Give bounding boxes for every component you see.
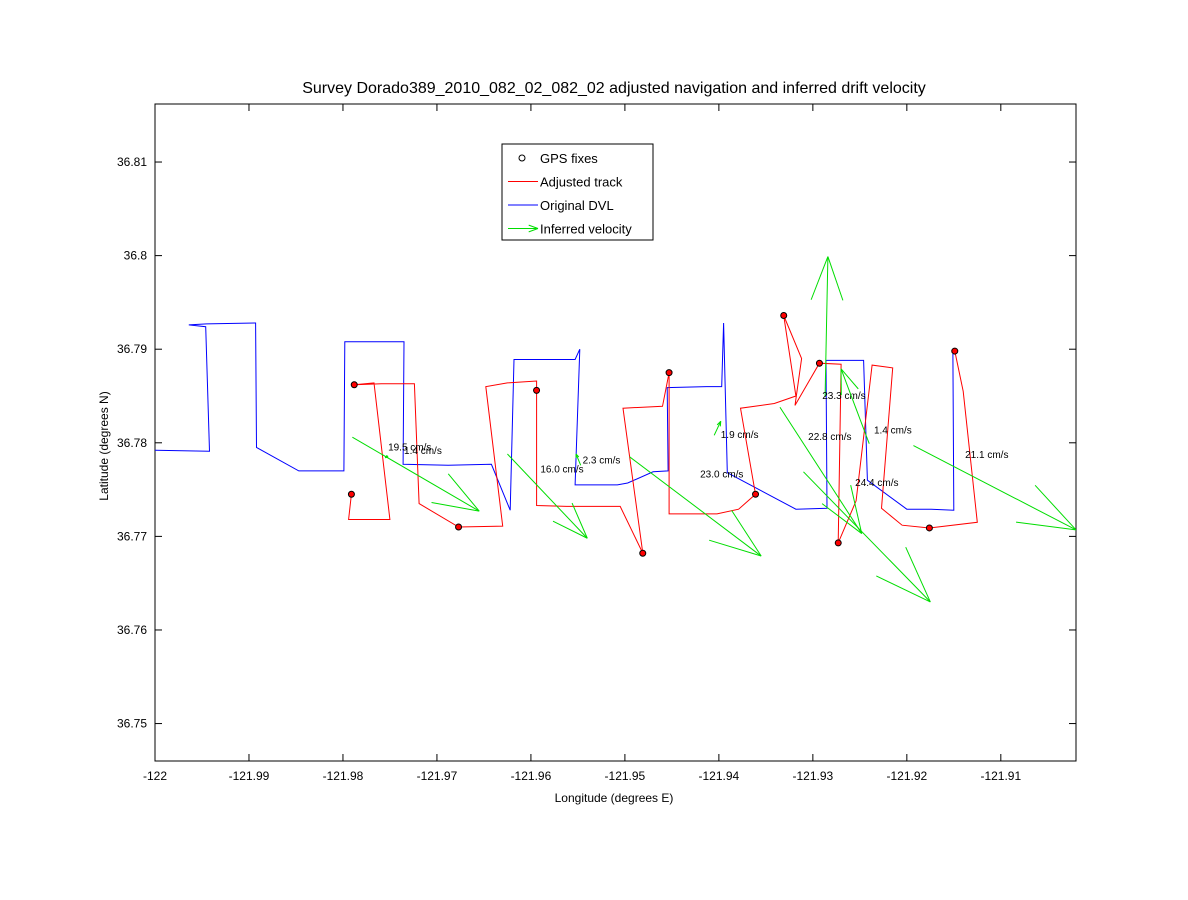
velocity-arrow-head (821, 503, 863, 534)
y-tick-label: 36.81 (117, 155, 147, 169)
velocity-arrow (575, 453, 582, 466)
plot-content: 19.5 cm/s1.4 cm/s16.0 cm/s2.3 cm/s23.0 c… (155, 256, 1076, 603)
velocity-label: 2.3 cm/s (583, 455, 621, 466)
velocity-arrow-head (1034, 484, 1076, 531)
velocity-arrow (352, 436, 480, 512)
gps-fix-marker (951, 347, 959, 355)
gps-fix-marker (350, 381, 358, 389)
velocity-arrow-shaft (779, 406, 863, 534)
x-tick-label: -121.95 (605, 769, 646, 783)
velocity-arrow (507, 453, 588, 539)
x-tick-label: -121.96 (511, 769, 552, 783)
x-tick-label: -121.91 (980, 769, 1021, 783)
legend-label: Adjusted track (540, 175, 623, 190)
gps-fix-marker (925, 524, 933, 532)
legend: GPS fixes Adjusted track Original DVL Infer… (501, 143, 654, 241)
velocity-arrow-shaft (713, 421, 722, 436)
velocity-arrow-head (571, 502, 588, 539)
gps-fix-marker (752, 490, 760, 498)
velocity-arrow-shaft (803, 471, 931, 603)
velocity-arrow-shaft (824, 256, 829, 397)
velocity-arrow-head (528, 224, 539, 229)
y-tick-label: 36.79 (117, 342, 147, 356)
velocity-arrow (803, 471, 931, 603)
x-tick-label: -121.93 (793, 769, 834, 783)
x-tick-label: -121.99 (229, 769, 270, 783)
y-tick-label: 36.75 (117, 717, 147, 731)
velocity-arrow-head (1016, 521, 1076, 531)
y-tick-label: 36.78 (117, 436, 147, 450)
velocity-label: 21.1 cm/s (965, 450, 1008, 461)
gps-fix-marker (639, 549, 647, 557)
y-tick-label: 36.77 (117, 529, 147, 543)
x-tick-label: -121.94 (699, 769, 740, 783)
velocity-arrow (840, 368, 870, 444)
velocity-arrow-head (709, 539, 762, 557)
velocity-arrow-head (528, 228, 539, 233)
velocity-label: 16.0 cm/s (540, 465, 583, 476)
gps-fix-marker (780, 312, 788, 320)
legend-box (501, 143, 654, 241)
y-tick-label: 36.76 (117, 623, 147, 637)
x-tick-label: -122 (143, 769, 167, 783)
y-tick-label: 36.8 (124, 249, 148, 263)
x-tick-label: -121.98 (323, 769, 364, 783)
velocity-arrow-shaft (352, 436, 480, 512)
velocity-arrow-head (840, 368, 859, 390)
velocity-label: 1.4 cm/s (874, 425, 912, 436)
velocity-arrow (810, 256, 844, 397)
gps-fix-marker (665, 369, 673, 377)
velocity-arrow-head (431, 502, 480, 512)
velocity-arrow-shaft (629, 456, 762, 557)
x-tick-label: -121.97 (417, 769, 458, 783)
velocity-label: 19.5 cm/s (388, 442, 431, 453)
velocity-arrow (384, 455, 389, 459)
velocity-arrow (629, 456, 762, 557)
velocity-arrow-head (716, 420, 722, 426)
velocity-arrow (779, 406, 863, 534)
velocity-arrow-head (810, 256, 829, 300)
velocity-arrow-head (447, 473, 480, 512)
velocity-arrow-shaft (575, 453, 582, 466)
velocity-arrow (913, 445, 1076, 531)
velocity-arrow-shaft (507, 453, 588, 539)
velocity-arrow-shaft (840, 368, 870, 444)
gps-fix-marker (834, 539, 842, 547)
gps-fix-marker (347, 490, 355, 498)
velocity-label: 24.4 cm/s (855, 478, 898, 489)
velocity-label: 1.9 cm/s (721, 430, 759, 441)
gps-fix-marker (533, 386, 541, 394)
legend-swatch-gps (518, 154, 526, 162)
velocity-arrow (713, 420, 722, 436)
chart-title: Survey Dorado389_2010_082_02_082_02 adju… (302, 80, 926, 97)
velocity-label: 22.8 cm/s (808, 432, 851, 443)
velocity-arrow-head (731, 510, 762, 557)
velocity-arrow-head (905, 547, 931, 603)
velocity-label: 23.3 cm/s (822, 391, 865, 402)
velocity-arrow-head (876, 575, 931, 603)
velocity-arrow-head (552, 520, 588, 539)
x-tick-label: -121.92 (886, 769, 927, 783)
legend-label: Original DVL (540, 198, 614, 213)
velocity-arrow-shaft (913, 445, 1076, 531)
velocity-arrow-head (850, 485, 863, 534)
velocity-arrow-head (827, 256, 844, 301)
y-axis-label: Latitude (degrees N) (97, 391, 111, 500)
x-axis-label: Longitude (degrees E) (555, 791, 674, 805)
plot-area: -122 -121.99 -121.98 -121.97 -121.96 -121.95 -… (117, 103, 1077, 783)
legend-label: Inferred velocity (540, 222, 632, 237)
plot-frame (154, 103, 1077, 762)
legend-swatch-velocity (508, 224, 539, 233)
velocity-label: 23.0 cm/s (700, 469, 743, 480)
velocity-arrow-head (385, 456, 389, 459)
velocity-label: 1.4 cm/s (404, 446, 442, 457)
gps-fix-marker (455, 523, 463, 531)
legend-label: GPS fixes (540, 151, 598, 166)
gps-fix-marker (815, 359, 823, 367)
